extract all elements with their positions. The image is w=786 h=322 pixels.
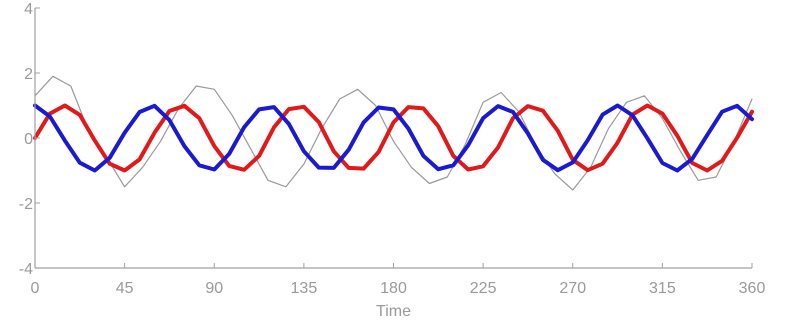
y-tick-label: 4 [24,1,33,18]
y-tick-label: -4 [19,261,33,278]
x-axis-title: Time [376,303,411,320]
plot-area [33,75,754,191]
x-tick-label: 0 [31,280,40,297]
y-tick-label: -2 [19,196,33,213]
series-line-2 [33,103,754,173]
x-tick-label: 135 [291,280,318,297]
y-tick-label: 2 [24,66,33,83]
series-line-0 [34,75,753,191]
axes: 4 2 0 -2 -4 0 45 90 135 180 225 270 315 360 [19,1,766,297]
y-tick-label: 0 [24,131,33,148]
series-line-1 [33,103,754,173]
x-tick-label: 225 [470,280,497,297]
x-tick-label: 315 [649,280,676,297]
x-tick-label: 180 [380,280,407,297]
x-tick-label: 45 [116,280,134,297]
x-tick-label: 90 [205,280,223,297]
x-tick-label: 270 [559,280,586,297]
x-tick-label: 360 [739,280,766,297]
